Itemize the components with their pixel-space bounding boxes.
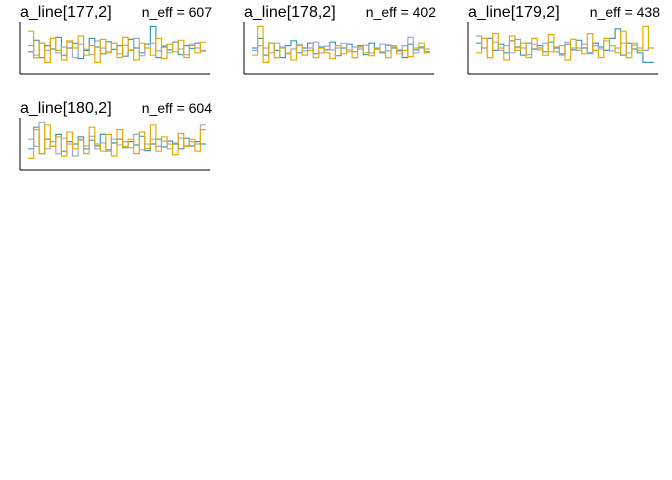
n-eff-label: n_eff = 402 (366, 4, 436, 20)
trace-series-line (28, 30, 206, 63)
trace-series-line (252, 25, 430, 63)
panel-title: a_line[178,2] (244, 4, 336, 21)
n-eff-label: n_eff = 604 (142, 100, 212, 116)
trace-panel: a_line[178,2] n_eff = 402 (243, 4, 436, 75)
trace-panel: a_line[179,2] n_eff = 438 (467, 4, 660, 75)
trace-panel: a_line[180,2] n_eff = 604 (19, 100, 212, 171)
n-eff-label: n_eff = 438 (590, 4, 660, 20)
panel-title: a_line[180,2] (20, 100, 112, 117)
trace-series-line (28, 124, 206, 159)
panel-title: a_line[177,2] (20, 4, 112, 21)
panel-title: a_line[179,2] (468, 4, 560, 21)
trace-series-line (476, 25, 654, 61)
trace-panel: a_line[177,2] n_eff = 607 (19, 4, 212, 75)
n-eff-label: n_eff = 607 (142, 4, 212, 20)
